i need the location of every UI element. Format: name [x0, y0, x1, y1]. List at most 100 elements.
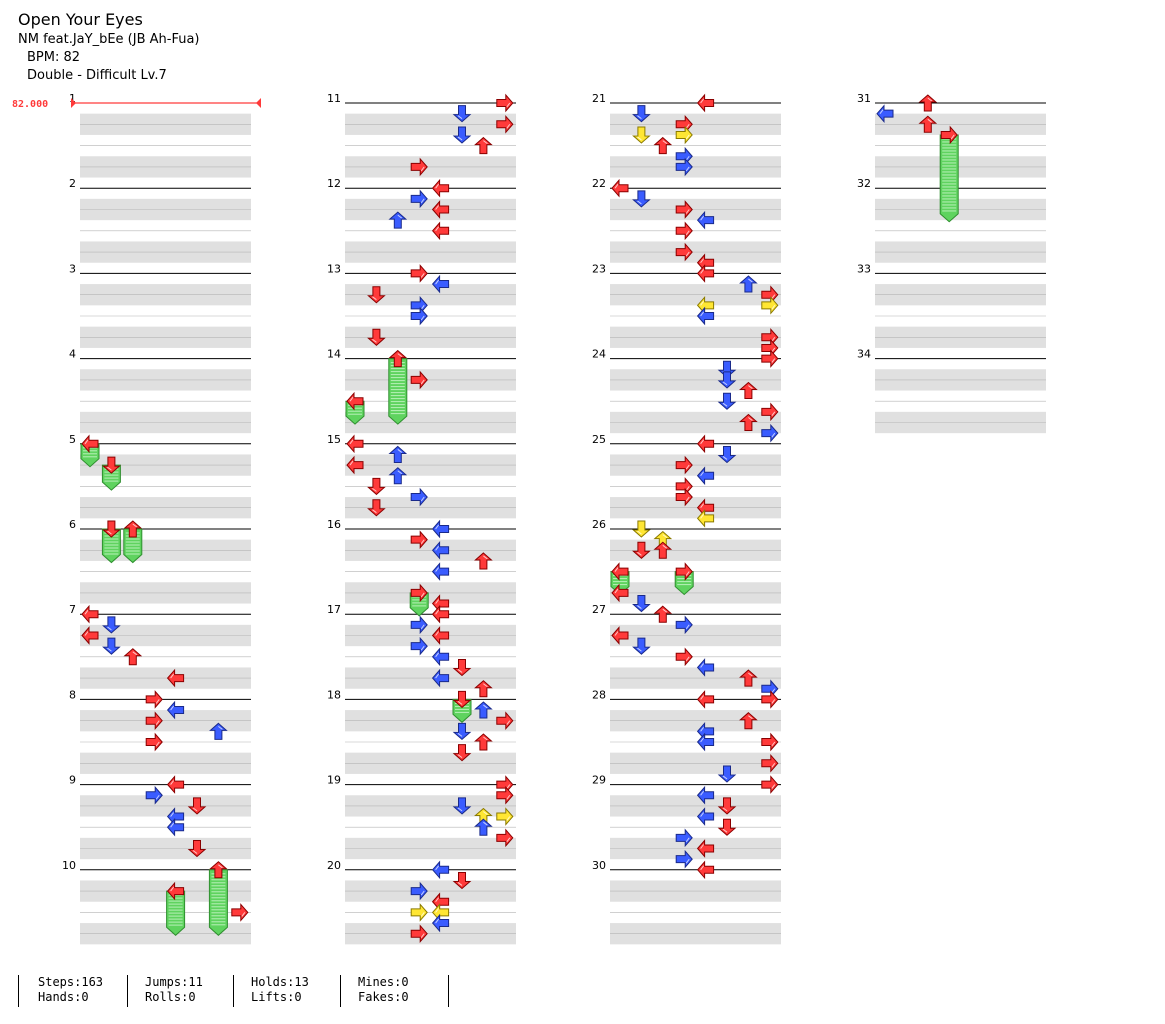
stat-fakes: Fakes:0: [358, 990, 409, 1004]
arrow-down-icon: [452, 658, 472, 677]
measure-number: 20: [327, 859, 341, 872]
stat-rolls: Rolls:0: [145, 990, 196, 1004]
arrow-up-icon: [474, 552, 493, 570]
measure-number: 5: [69, 433, 76, 446]
arrow-left-icon: [431, 519, 450, 539]
measure-number: 4: [69, 348, 76, 361]
arrow-left-icon: [611, 562, 629, 581]
arrow-down-icon: [632, 126, 651, 144]
arrow-left-icon: [696, 210, 715, 230]
arrow-right-icon: [410, 189, 428, 209]
arrow-left-icon: [166, 700, 185, 720]
hold-note: [208, 869, 228, 936]
arrow-down-icon: [717, 371, 737, 389]
arrow-right-icon: [761, 402, 779, 422]
arrow-left-icon: [431, 626, 450, 645]
arrow-left-icon: [166, 817, 185, 837]
measure-number: 3: [69, 262, 76, 275]
arrow-right-icon: [496, 711, 514, 731]
arrow-left-icon: [611, 626, 629, 645]
arrow-up-icon: [209, 722, 228, 740]
arrow-right-icon: [761, 753, 779, 773]
measure-number: 28: [592, 688, 606, 701]
arrow-left-icon: [696, 839, 715, 858]
arrow-left-icon: [346, 434, 364, 454]
measure-number: 27: [592, 603, 606, 616]
arrow-down-icon: [717, 765, 737, 783]
arrow-up-icon: [739, 275, 758, 293]
arrow-down-icon: [452, 744, 472, 762]
measure-number: 12: [327, 177, 341, 190]
arrow-left-icon: [431, 647, 450, 667]
arrow-right-icon: [410, 306, 428, 326]
stat-jumps: Jumps:11: [145, 975, 203, 989]
measure-number: 25: [592, 433, 606, 446]
arrow-left-icon: [876, 104, 894, 123]
arrow-right-icon: [675, 849, 693, 869]
arrow-right-icon: [496, 114, 514, 134]
measure-number: 23: [592, 262, 606, 275]
arrow-right-icon: [410, 615, 428, 635]
arrow-down-icon: [452, 690, 472, 709]
arrow-right-icon: [145, 711, 163, 731]
measure-number: 1: [69, 92, 76, 105]
bpm-marker-start: [71, 98, 76, 108]
stats-separator: [127, 975, 128, 1007]
arrow-right-icon: [410, 583, 428, 603]
measure-number: 17: [327, 603, 341, 616]
arrow-down-icon: [632, 541, 651, 559]
arrow-right-icon: [410, 370, 428, 390]
arrow-up-icon: [388, 467, 408, 485]
arrow-left-icon: [431, 274, 450, 294]
arrow-down-icon: [452, 126, 472, 144]
arrow-down-icon: [187, 840, 207, 858]
stat-holds: Holds:13: [251, 975, 309, 989]
measure-number: 8: [69, 688, 76, 701]
arrow-right-icon: [761, 296, 779, 315]
measure-number: 32: [857, 177, 871, 190]
stat-steps: Steps:163: [38, 975, 104, 989]
arrow-right-icon: [496, 775, 514, 794]
arrow-up-icon: [388, 445, 408, 463]
stats-separator: [233, 975, 234, 1007]
measure-number: 21: [592, 92, 606, 105]
arrow-left-icon: [166, 881, 185, 901]
arrow-left-icon: [166, 668, 185, 688]
arrow-up-icon: [123, 520, 143, 538]
arrow-down-icon: [452, 871, 472, 890]
arrow-left-icon: [431, 860, 450, 880]
measure-number: 18: [327, 688, 341, 701]
arrow-left-icon: [431, 221, 450, 241]
measure-number: 22: [592, 177, 606, 190]
arrow-right-icon: [675, 125, 693, 145]
arrow-up-icon: [388, 211, 408, 229]
song-artist: NM feat.JaY_bEe (JB Ah-Fua): [18, 32, 200, 47]
arrow-up-icon: [739, 712, 758, 730]
arrow-right-icon: [410, 636, 428, 656]
arrow-right-icon: [145, 690, 163, 709]
arrow-right-icon: [410, 157, 428, 177]
arrow-right-icon: [940, 125, 958, 145]
measure-number: 14: [327, 348, 341, 361]
arrow-up-icon: [474, 136, 493, 155]
arrow-up-icon: [653, 136, 673, 155]
arrow-right-icon: [675, 562, 693, 581]
arrow-right-icon: [675, 477, 693, 496]
stat-mines: Mines:0: [358, 975, 409, 989]
arrow-down-icon: [452, 722, 472, 741]
arrow-up-icon: [123, 648, 143, 666]
arrow-down-icon: [632, 520, 651, 538]
arrow-up-icon: [739, 413, 758, 431]
measure-number: 26: [592, 518, 606, 531]
arrow-up-icon: [474, 701, 493, 719]
bpm-marker-end: [256, 98, 261, 108]
arrow-down-icon: [367, 477, 386, 496]
arrow-left-icon: [431, 604, 450, 624]
measure-number: 24: [592, 348, 606, 361]
measure-number: 34: [857, 348, 871, 361]
arrow-up-icon: [739, 381, 758, 400]
arrow-up-icon: [209, 861, 228, 879]
arrow-right-icon: [675, 647, 693, 667]
arrow-right-icon: [410, 487, 428, 507]
arrow-left-icon: [611, 583, 629, 603]
